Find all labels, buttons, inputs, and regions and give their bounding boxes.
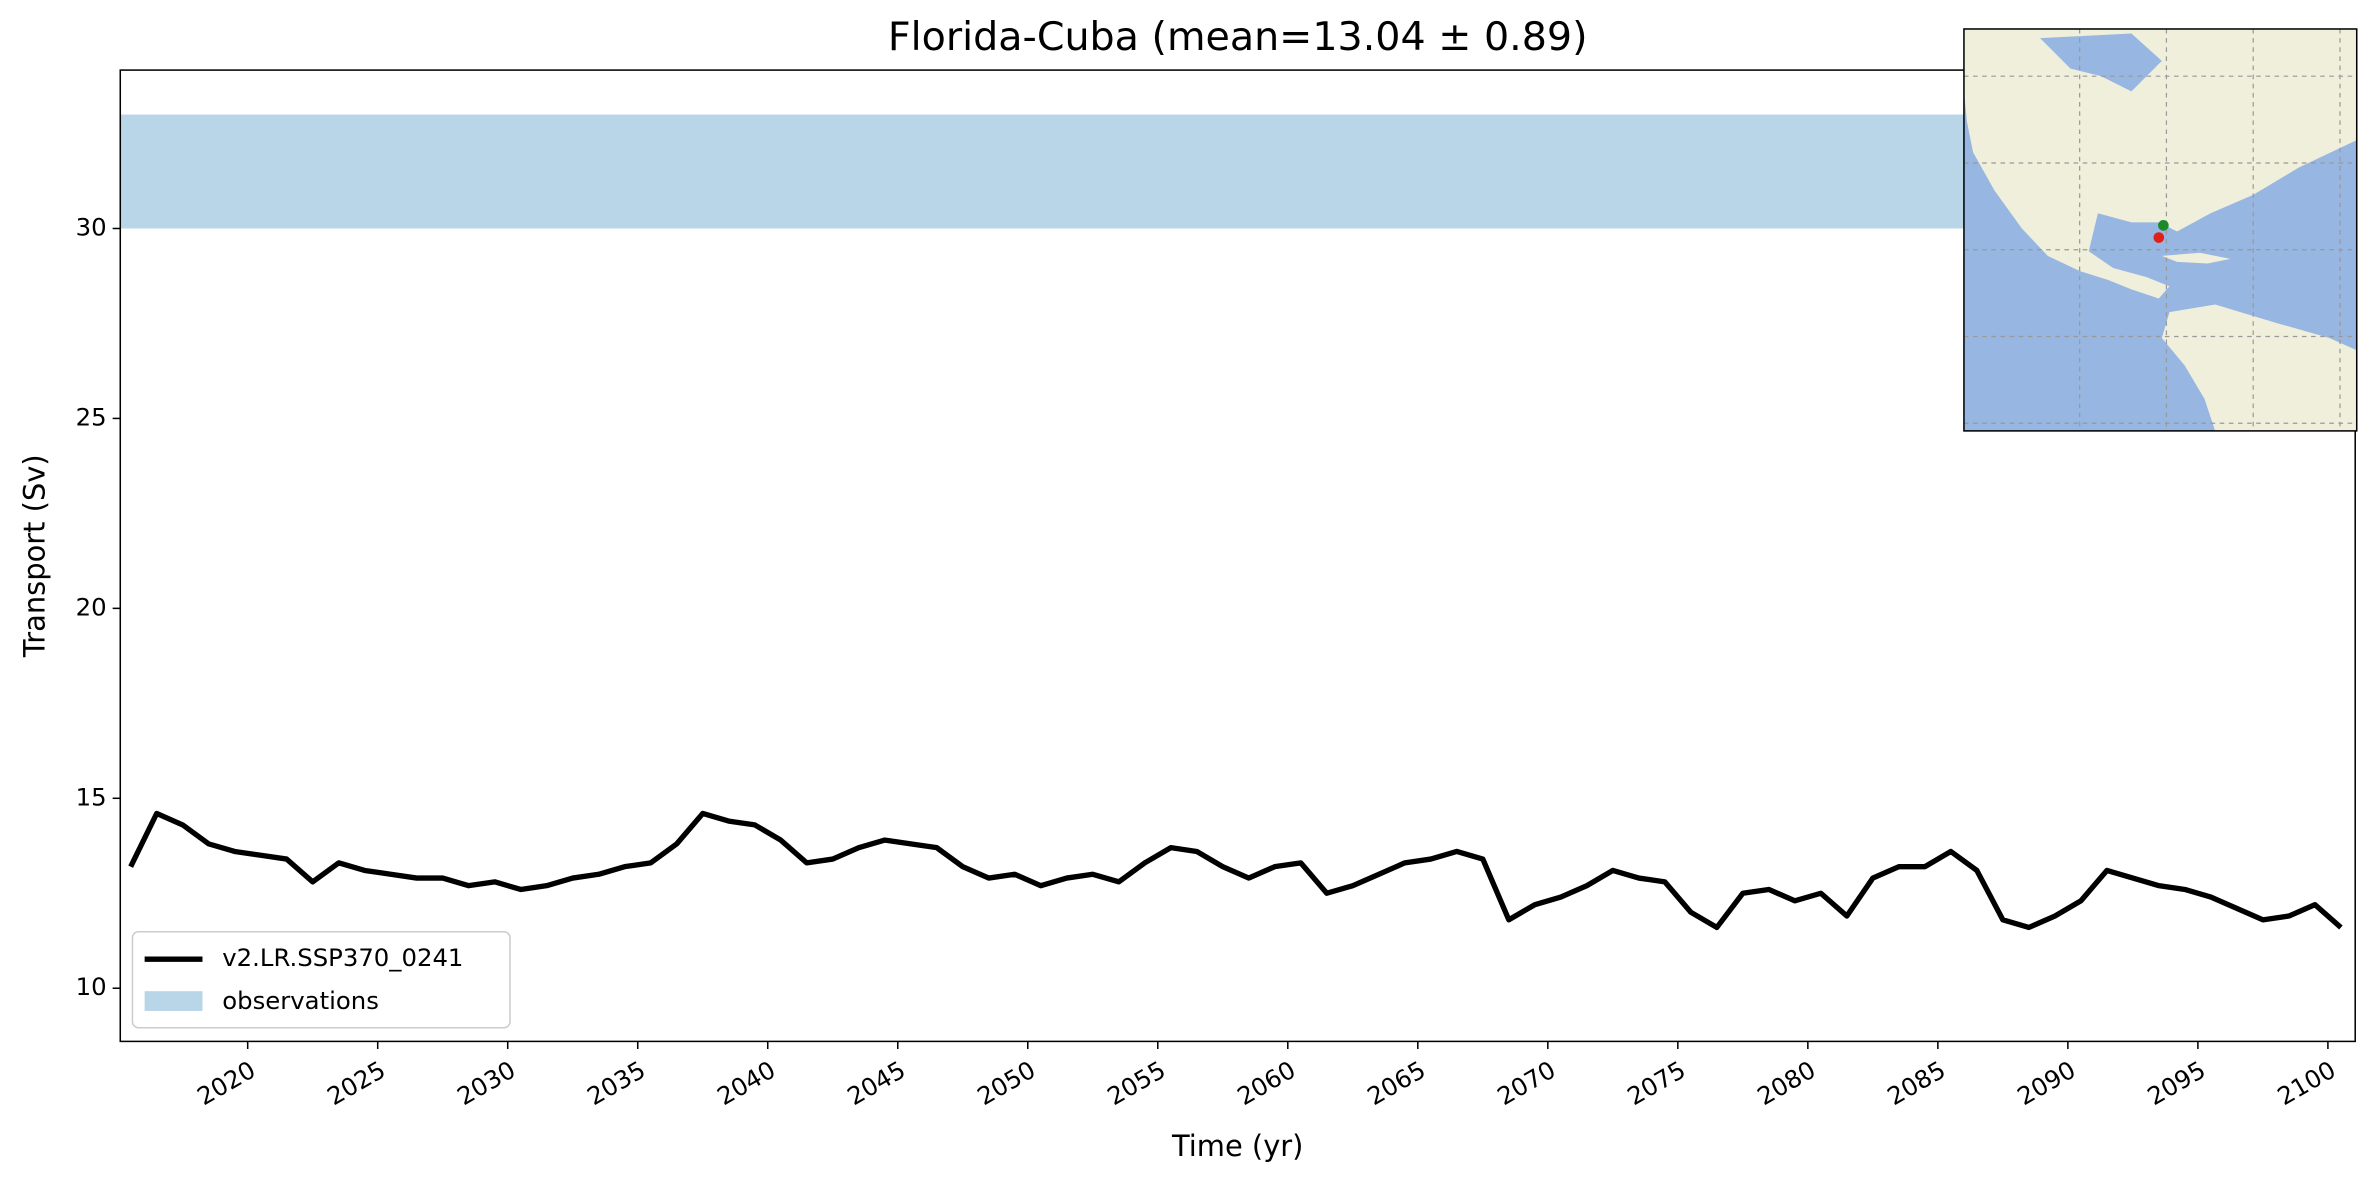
map-north-america	[1963, 28, 2357, 299]
map-hudson-bay	[2040, 33, 2162, 92]
map-greenland	[2271, 33, 2330, 95]
x-axis-label: Time (yr)	[1171, 1129, 1303, 1163]
y-axis-label: Transport (Sv)	[18, 454, 52, 658]
y-tick-label: 25	[76, 402, 107, 431]
map-frame	[1963, 28, 2358, 432]
series-line	[128, 810, 2343, 931]
map-point-south	[2153, 232, 2165, 243]
legend-band-swatch	[144, 991, 203, 1011]
legend-label: observations	[222, 986, 379, 1015]
legend-label: v2.LR.SSP370_0241	[222, 943, 463, 972]
axes-frame	[119, 69, 2356, 1043]
map-caribbean	[2161, 252, 2231, 264]
y-tick-label: 15	[76, 782, 107, 811]
chart-title: Florida-Cuba (mean=13.04 ± 0.89)	[888, 14, 1588, 60]
map-grid	[1963, 28, 2357, 431]
inset-map	[1963, 28, 2358, 432]
legend: v2.LR.SSP370_0241 observations	[131, 931, 511, 1029]
y-tick-label: 30	[76, 212, 107, 241]
map-point-north	[2158, 220, 2169, 231]
legend-box	[131, 931, 511, 1029]
y-tick-label: 10	[76, 972, 107, 1001]
y-tick-label: 20	[76, 592, 107, 621]
